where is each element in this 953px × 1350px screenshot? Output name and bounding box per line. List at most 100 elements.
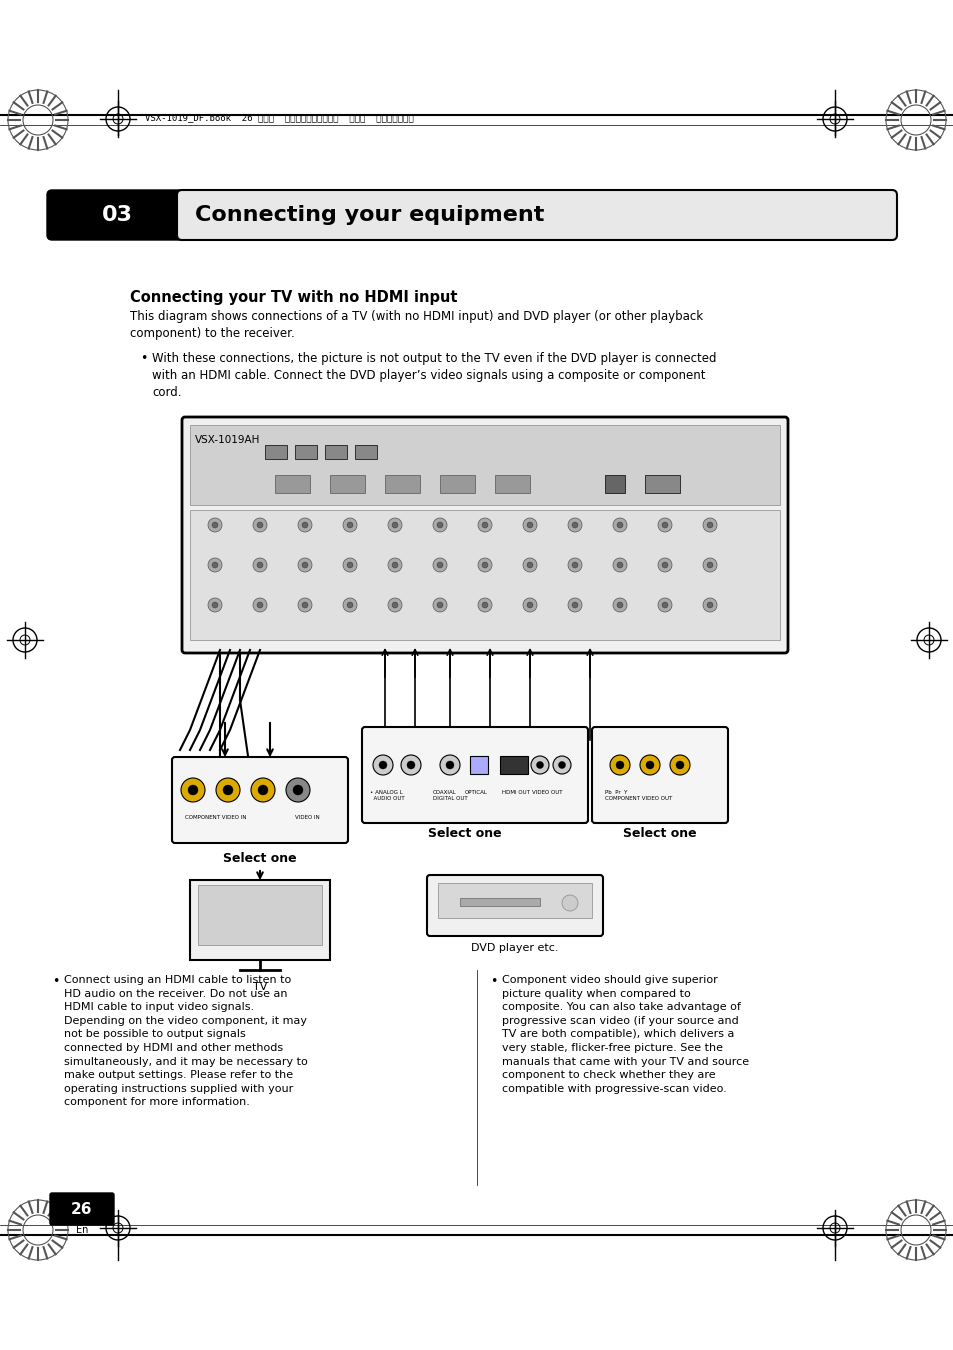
Bar [604,475,624,493]
Circle shape [522,558,537,572]
Bar [190,510,780,640]
Text: TV: TV [253,981,267,992]
Circle shape [567,518,581,532]
Circle shape [388,598,401,612]
FancyBboxPatch shape [592,728,727,824]
Circle shape [477,518,492,532]
Text: En: En [75,1224,88,1235]
Circle shape [407,761,415,770]
Text: Select one: Select one [223,852,296,865]
FancyBboxPatch shape [361,728,587,824]
FancyBboxPatch shape [172,757,348,842]
Circle shape [343,598,356,612]
Circle shape [293,784,303,795]
Text: • ANALOG L
  AUDIO OUT: • ANALOG L AUDIO OUT [370,790,404,801]
Circle shape [208,598,222,612]
Circle shape [439,755,459,775]
Circle shape [373,755,393,775]
Circle shape [181,778,205,802]
Circle shape [613,598,626,612]
Circle shape [215,778,240,802]
Circle shape [561,895,578,911]
Text: 26: 26 [71,1202,92,1216]
Bar [459,898,539,906]
Text: Select one: Select one [428,828,501,840]
Circle shape [617,602,622,608]
Circle shape [378,761,387,770]
Circle shape [658,598,671,612]
Circle shape [613,558,626,572]
Circle shape [613,518,626,532]
Circle shape [302,602,308,608]
Circle shape [446,761,454,770]
Bar [274,475,310,493]
Text: Component video should give superior
picture quality when compared to
composite.: Component video should give superior pic… [501,975,748,1094]
Text: •: • [52,975,59,988]
Circle shape [297,598,312,612]
Circle shape [609,755,629,775]
Circle shape [251,778,274,802]
Bar [499,756,527,774]
Circle shape [481,522,488,528]
Text: Pb  Pr  Y
COMPONENT VIDEO OUT: Pb Pr Y COMPONENT VIDEO OUT [604,790,672,801]
Text: COAXIAL
DIGITAL OUT: COAXIAL DIGITAL OUT [433,790,467,801]
Circle shape [212,522,218,528]
Text: This diagram shows connections of a TV (with no HDMI input) and DVD player (or o: This diagram shows connections of a TV (… [130,310,702,340]
Text: •: • [140,352,147,365]
Bar [330,475,365,493]
Circle shape [669,755,689,775]
Bar [198,886,322,945]
Circle shape [436,602,442,608]
Bar [355,446,376,459]
FancyBboxPatch shape [47,190,187,240]
Circle shape [256,522,263,528]
Circle shape [676,761,683,770]
Circle shape [208,518,222,532]
Circle shape [256,602,263,608]
Circle shape [388,558,401,572]
Circle shape [257,784,268,795]
Text: Select one: Select one [622,828,696,840]
Circle shape [477,598,492,612]
Circle shape [477,558,492,572]
FancyBboxPatch shape [50,1193,113,1224]
Text: 03: 03 [101,205,132,225]
Circle shape [661,522,667,528]
Circle shape [658,558,671,572]
Circle shape [536,761,543,768]
Text: VIDEO IN: VIDEO IN [294,815,319,819]
Circle shape [572,522,578,528]
Circle shape [526,602,533,608]
Bar [439,475,475,493]
Text: OPTICAL: OPTICAL [464,790,487,795]
Bar [294,446,316,459]
Circle shape [208,558,222,572]
FancyBboxPatch shape [182,417,787,653]
Text: Connecting your equipment: Connecting your equipment [194,205,544,225]
Circle shape [526,562,533,568]
Bar [265,446,287,459]
Text: VSX-1019AH: VSX-1019AH [194,435,260,446]
Bar [325,446,347,459]
Text: Connecting your TV with no HDMI input: Connecting your TV with no HDMI input [130,290,457,305]
Circle shape [392,602,397,608]
Text: VIDEO OUT: VIDEO OUT [532,790,562,795]
Circle shape [522,518,537,532]
Text: COMPONENT VIDEO IN: COMPONENT VIDEO IN [185,815,246,819]
Text: Connect using an HDMI cable to listen to
HD audio on the receiver. Do not use an: Connect using an HDMI cable to listen to… [64,975,308,1107]
Circle shape [388,518,401,532]
Circle shape [706,602,712,608]
Circle shape [212,602,218,608]
Circle shape [433,598,447,612]
Circle shape [661,602,667,608]
Text: DVD player etc.: DVD player etc. [471,944,558,953]
Circle shape [639,755,659,775]
Bar [437,883,592,918]
Circle shape [188,784,198,795]
Circle shape [302,522,308,528]
Circle shape [572,602,578,608]
Text: VSX-1019_DF.book  26 ページ  ２００９年３月１３日  金曜日  午前９時５８分: VSX-1019_DF.book 26 ページ ２００９年３月１３日 金曜日 午… [145,113,414,123]
Bar [190,425,780,505]
Circle shape [286,778,310,802]
Circle shape [436,562,442,568]
